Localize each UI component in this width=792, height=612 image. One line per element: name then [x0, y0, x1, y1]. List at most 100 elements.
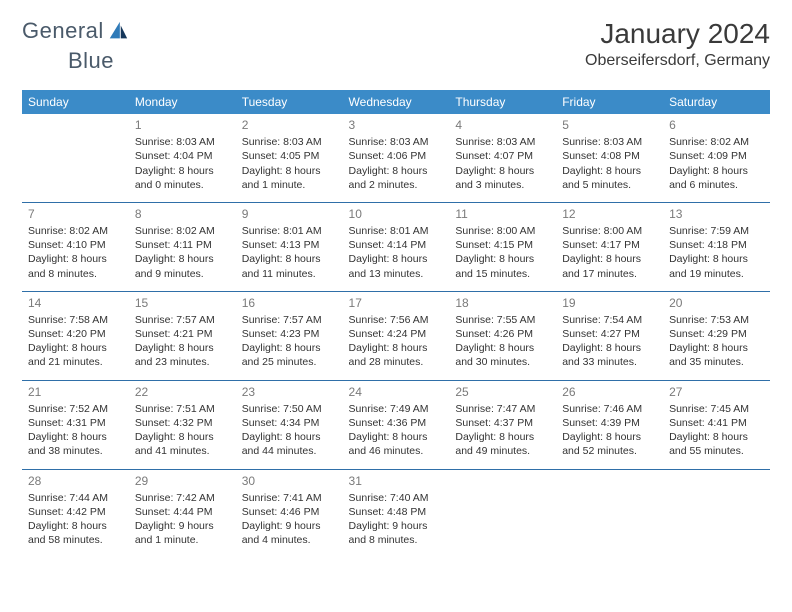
daylight-text: Daylight: 8 hours and 25 minutes. [242, 341, 337, 369]
calendar-day-cell: 6Sunrise: 8:02 AMSunset: 4:09 PMDaylight… [663, 114, 770, 202]
daylight-text: Daylight: 8 hours and 46 minutes. [349, 430, 444, 458]
daylight-text: Daylight: 8 hours and 2 minutes. [349, 164, 444, 192]
logo: General [22, 18, 132, 44]
calendar-day-cell: 10Sunrise: 8:01 AMSunset: 4:14 PMDayligh… [343, 203, 450, 291]
sunrise-text: Sunrise: 8:01 AM [242, 224, 337, 238]
calendar-day-cell: 27 Sunrise: 7:45 AMSunset: 4:41 PMDayligh… [663, 381, 770, 469]
daylight-text: Daylight: 8 hours and 55 minutes. [669, 430, 764, 458]
day-number: 22 [135, 384, 230, 400]
sunset-text: Sunset: 4:11 PM [135, 238, 230, 252]
day-number: 24 [349, 384, 444, 400]
sunrise-text: Sunrise: 8:01 AM [349, 224, 444, 238]
logo-text-2: Blue [68, 48, 114, 73]
calendar-day-cell: 30Sunrise: 7:41 AMSunset: 4:46 PMDayligh… [236, 470, 343, 558]
sunrise-text: Sunrise: 7:49 AM [349, 402, 444, 416]
sunset-text: Sunset: 4:48 PM [349, 505, 444, 519]
sunrise-text: Sunrise: 7:45 AM [669, 402, 764, 416]
sunset-text: Sunset: 4:34 PM [242, 416, 337, 430]
daylight-text: Daylight: 8 hours and 58 minutes. [28, 519, 123, 547]
calendar-day-cell [449, 470, 556, 558]
daylight-text: Daylight: 8 hours and 30 minutes. [455, 341, 550, 369]
calendar-day-cell: 21Sunrise: 7:52 AMSunset: 4:31 PMDayligh… [22, 381, 129, 469]
calendar-day-cell: 25Sunrise: 7:47 AMSunset: 4:37 PMDayligh… [449, 381, 556, 469]
weekday-header-row: Sunday Monday Tuesday Wednesday Thursday… [22, 90, 770, 114]
day-number: 23 [242, 384, 337, 400]
day-number: 19 [562, 295, 657, 311]
daylight-text: Daylight: 8 hours and 0 minutes. [135, 164, 230, 192]
day-number: 9 [242, 206, 337, 222]
weekday-header: Saturday [663, 90, 770, 114]
sunset-text: Sunset: 4:15 PM [455, 238, 550, 252]
day-number: 29 [135, 473, 230, 489]
calendar-day-cell: 17Sunrise: 7:56 AMSunset: 4:24 PMDayligh… [343, 292, 450, 380]
day-number: 13 [669, 206, 764, 222]
sunset-text: Sunset: 4:42 PM [28, 505, 123, 519]
sunset-text: Sunset: 4:17 PM [562, 238, 657, 252]
sunset-text: Sunset: 4:41 PM [669, 416, 764, 430]
daylight-text: Daylight: 9 hours and 8 minutes. [349, 519, 444, 547]
title-block: January 2024 Oberseifersdorf, Germany [585, 18, 770, 70]
daylight-text: Daylight: 8 hours and 21 minutes. [28, 341, 123, 369]
calendar-day-cell: 26Sunrise: 7:46 AMSunset: 4:39 PMDayligh… [556, 381, 663, 469]
calendar-day-cell: 2Sunrise: 8:03 AMSunset: 4:05 PMDaylight… [236, 114, 343, 202]
sunrise-text: Sunrise: 8:03 AM [562, 135, 657, 149]
daylight-text: Daylight: 8 hours and 49 minutes. [455, 430, 550, 458]
sunrise-text: Sunrise: 7:58 AM [28, 313, 123, 327]
weekday-header: Wednesday [343, 90, 450, 114]
daylight-text: Daylight: 8 hours and 23 minutes. [135, 341, 230, 369]
calendar-day-cell: 22Sunrise: 7:51 AMSunset: 4:32 PMDayligh… [129, 381, 236, 469]
calendar-week-row: 28Sunrise: 7:44 AMSunset: 4:42 PMDayligh… [22, 470, 770, 558]
day-number: 18 [455, 295, 550, 311]
day-number: 16 [242, 295, 337, 311]
sunrise-text: Sunrise: 8:03 AM [135, 135, 230, 149]
sunrise-text: Sunrise: 8:03 AM [242, 135, 337, 149]
sunset-text: Sunset: 4:13 PM [242, 238, 337, 252]
daylight-text: Daylight: 8 hours and 15 minutes. [455, 252, 550, 280]
location-subtitle: Oberseifersdorf, Germany [585, 52, 770, 70]
day-number: 5 [562, 117, 657, 133]
calendar-day-cell: 23Sunrise: 7:50 AMSunset: 4:34 PMDayligh… [236, 381, 343, 469]
daylight-text: Daylight: 8 hours and 38 minutes. [28, 430, 123, 458]
day-number: 15 [135, 295, 230, 311]
daylight-text: Daylight: 8 hours and 44 minutes. [242, 430, 337, 458]
calendar-day-cell: 14Sunrise: 7:58 AMSunset: 4:20 PMDayligh… [22, 292, 129, 380]
daylight-text: Daylight: 8 hours and 5 minutes. [562, 164, 657, 192]
calendar-week-row: 1Sunrise: 8:03 AMSunset: 4:04 PMDaylight… [22, 114, 770, 202]
calendar-day-cell: 15Sunrise: 7:57 AMSunset: 4:21 PMDayligh… [129, 292, 236, 380]
day-number: 3 [349, 117, 444, 133]
day-number: 27 [669, 384, 764, 400]
calendar-day-cell: 1Sunrise: 8:03 AMSunset: 4:04 PMDaylight… [129, 114, 236, 202]
sunrise-text: Sunrise: 8:00 AM [562, 224, 657, 238]
daylight-text: Daylight: 8 hours and 11 minutes. [242, 252, 337, 280]
sunrise-text: Sunrise: 7:57 AM [135, 313, 230, 327]
calendar-day-cell: 5Sunrise: 8:03 AMSunset: 4:08 PMDaylight… [556, 114, 663, 202]
sunset-text: Sunset: 4:37 PM [455, 416, 550, 430]
calendar-day-cell: 31Sunrise: 7:40 AMSunset: 4:48 PMDayligh… [343, 470, 450, 558]
weekday-header: Monday [129, 90, 236, 114]
sunset-text: Sunset: 4:29 PM [669, 327, 764, 341]
day-number: 8 [135, 206, 230, 222]
sunrise-text: Sunrise: 7:54 AM [562, 313, 657, 327]
calendar-day-cell: 11Sunrise: 8:00 AMSunset: 4:15 PMDayligh… [449, 203, 556, 291]
calendar-day-cell [556, 470, 663, 558]
daylight-text: Daylight: 8 hours and 13 minutes. [349, 252, 444, 280]
calendar-day-cell: 9 Sunrise: 8:01 AMSunset: 4:13 PMDaylight… [236, 203, 343, 291]
sunrise-text: Sunrise: 7:51 AM [135, 402, 230, 416]
calendar-day-cell: 7Sunrise: 8:02 AMSunset: 4:10 PMDaylight… [22, 203, 129, 291]
sunrise-text: Sunrise: 7:40 AM [349, 491, 444, 505]
sunrise-text: Sunrise: 7:52 AM [28, 402, 123, 416]
sunset-text: Sunset: 4:06 PM [349, 149, 444, 163]
day-number: 28 [28, 473, 123, 489]
calendar-day-cell: 18Sunrise: 7:55 AMSunset: 4:26 PMDayligh… [449, 292, 556, 380]
day-number: 2 [242, 117, 337, 133]
weekday-header: Sunday [22, 90, 129, 114]
day-number: 7 [28, 206, 123, 222]
sunrise-text: Sunrise: 7:47 AM [455, 402, 550, 416]
calendar-day-cell: 20Sunrise: 7:53 AMSunset: 4:29 PMDayligh… [663, 292, 770, 380]
calendar-table: Sunday Monday Tuesday Wednesday Thursday… [22, 90, 770, 557]
calendar-day-cell: 19Sunrise: 7:54 AMSunset: 4:27 PMDayligh… [556, 292, 663, 380]
daylight-text: Daylight: 8 hours and 9 minutes. [135, 252, 230, 280]
sunset-text: Sunset: 4:07 PM [455, 149, 550, 163]
sunset-text: Sunset: 4:39 PM [562, 416, 657, 430]
sunset-text: Sunset: 4:44 PM [135, 505, 230, 519]
